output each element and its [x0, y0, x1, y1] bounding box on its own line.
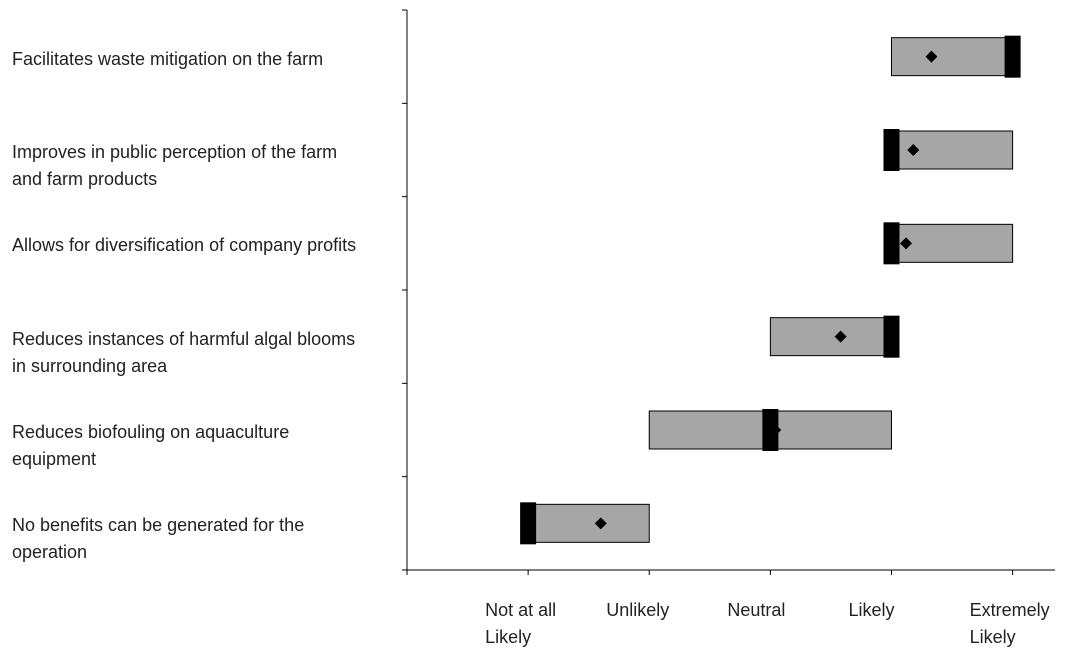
x-tick-label: Neutral — [727, 600, 786, 620]
median-bar — [883, 222, 900, 265]
x-tick-label: Unlikely — [606, 600, 670, 620]
mean-marker — [925, 50, 938, 63]
category-label: Reduces biofouling on aquaculture equipm… — [12, 422, 290, 469]
category-label: No benefits can be generated for the ope… — [12, 515, 305, 563]
x-tick-label: Extremely Likely — [969, 600, 1050, 647]
x-tick-label: Not at all Likely — [485, 600, 557, 647]
box — [769, 317, 892, 357]
mean-marker — [907, 144, 920, 156]
box — [890, 37, 1014, 77]
category-label: Facilitates waste mitigation on the farm — [12, 48, 324, 69]
category-label: Reduces instances of harmful algal bloom… — [12, 328, 356, 376]
mean-marker — [769, 424, 782, 436]
mean-marker — [834, 330, 847, 343]
box — [527, 503, 650, 543]
median-bar — [883, 129, 900, 171]
category-label: Allows for diversification of company pr… — [12, 235, 357, 256]
x-tick-label: Likely — [848, 600, 895, 620]
median-bar — [883, 315, 900, 358]
median-bar — [520, 502, 537, 545]
category-label: Improves in public perception of the far… — [12, 142, 338, 189]
mean-marker — [594, 517, 607, 530]
median-bar — [1004, 35, 1021, 78]
mean-marker — [900, 237, 913, 250]
